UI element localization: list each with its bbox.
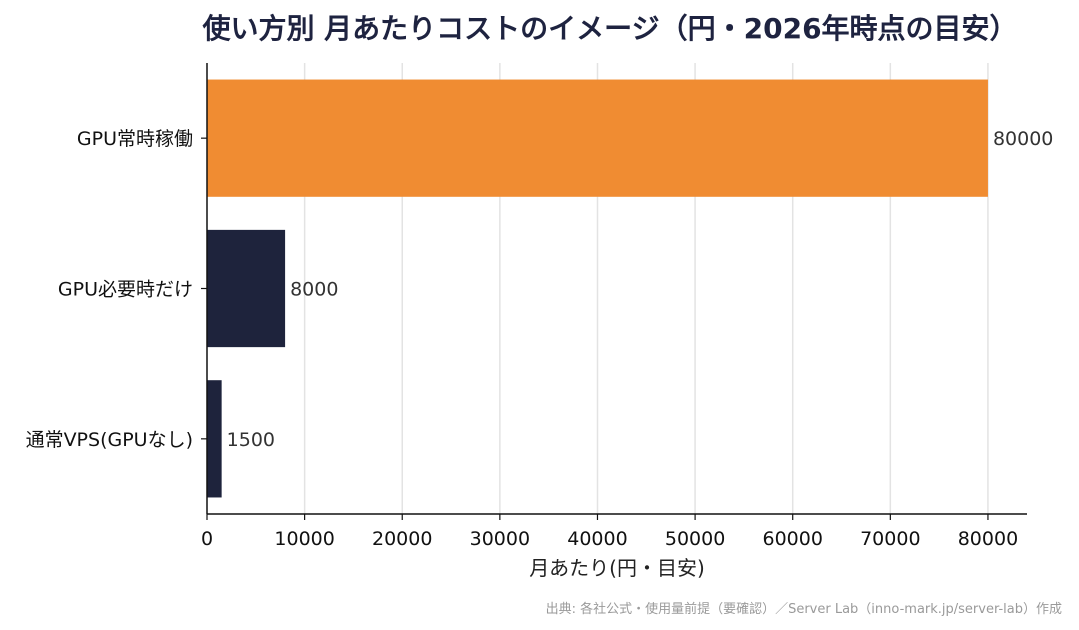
x-tick-label: 0 (201, 528, 213, 550)
x-tick-label: 10000 (274, 528, 334, 550)
bar (207, 229, 286, 348)
x-tick-label: 60000 (762, 528, 822, 550)
data-label: 1500 (227, 429, 275, 451)
data-label: 80000 (993, 128, 1053, 150)
x-axis-label: 月あたり(円・目安) (529, 556, 705, 580)
bars: 80000 8000 1500 (207, 79, 1053, 498)
category-label: 通常VPS(GPUなし) (26, 429, 193, 451)
x-tick-label: 20000 (372, 528, 432, 550)
category-label: GPU常時稼働 (77, 128, 193, 150)
x-tick-label: 30000 (470, 528, 530, 550)
category-label: GPU必要時だけ (58, 279, 193, 301)
bar (207, 79, 988, 197)
data-label: 8000 (290, 279, 338, 301)
x-tick-label: 80000 (958, 528, 1018, 550)
x-tick-label: 70000 (860, 528, 920, 550)
axes: 0 10000 20000 30000 40000 50000 60000 70000 8000… (26, 63, 1027, 550)
chart-title: 使い方別 月あたりコストのイメージ（円・2026年時点の目安） (201, 12, 1017, 45)
x-tick-label: 40000 (567, 528, 627, 550)
x-tick-label: 50000 (665, 528, 725, 550)
source-note: 出典: 各社公式・使用量前提（要確認）／Server Lab（inno-mark… (546, 601, 1062, 617)
bar (207, 380, 222, 498)
